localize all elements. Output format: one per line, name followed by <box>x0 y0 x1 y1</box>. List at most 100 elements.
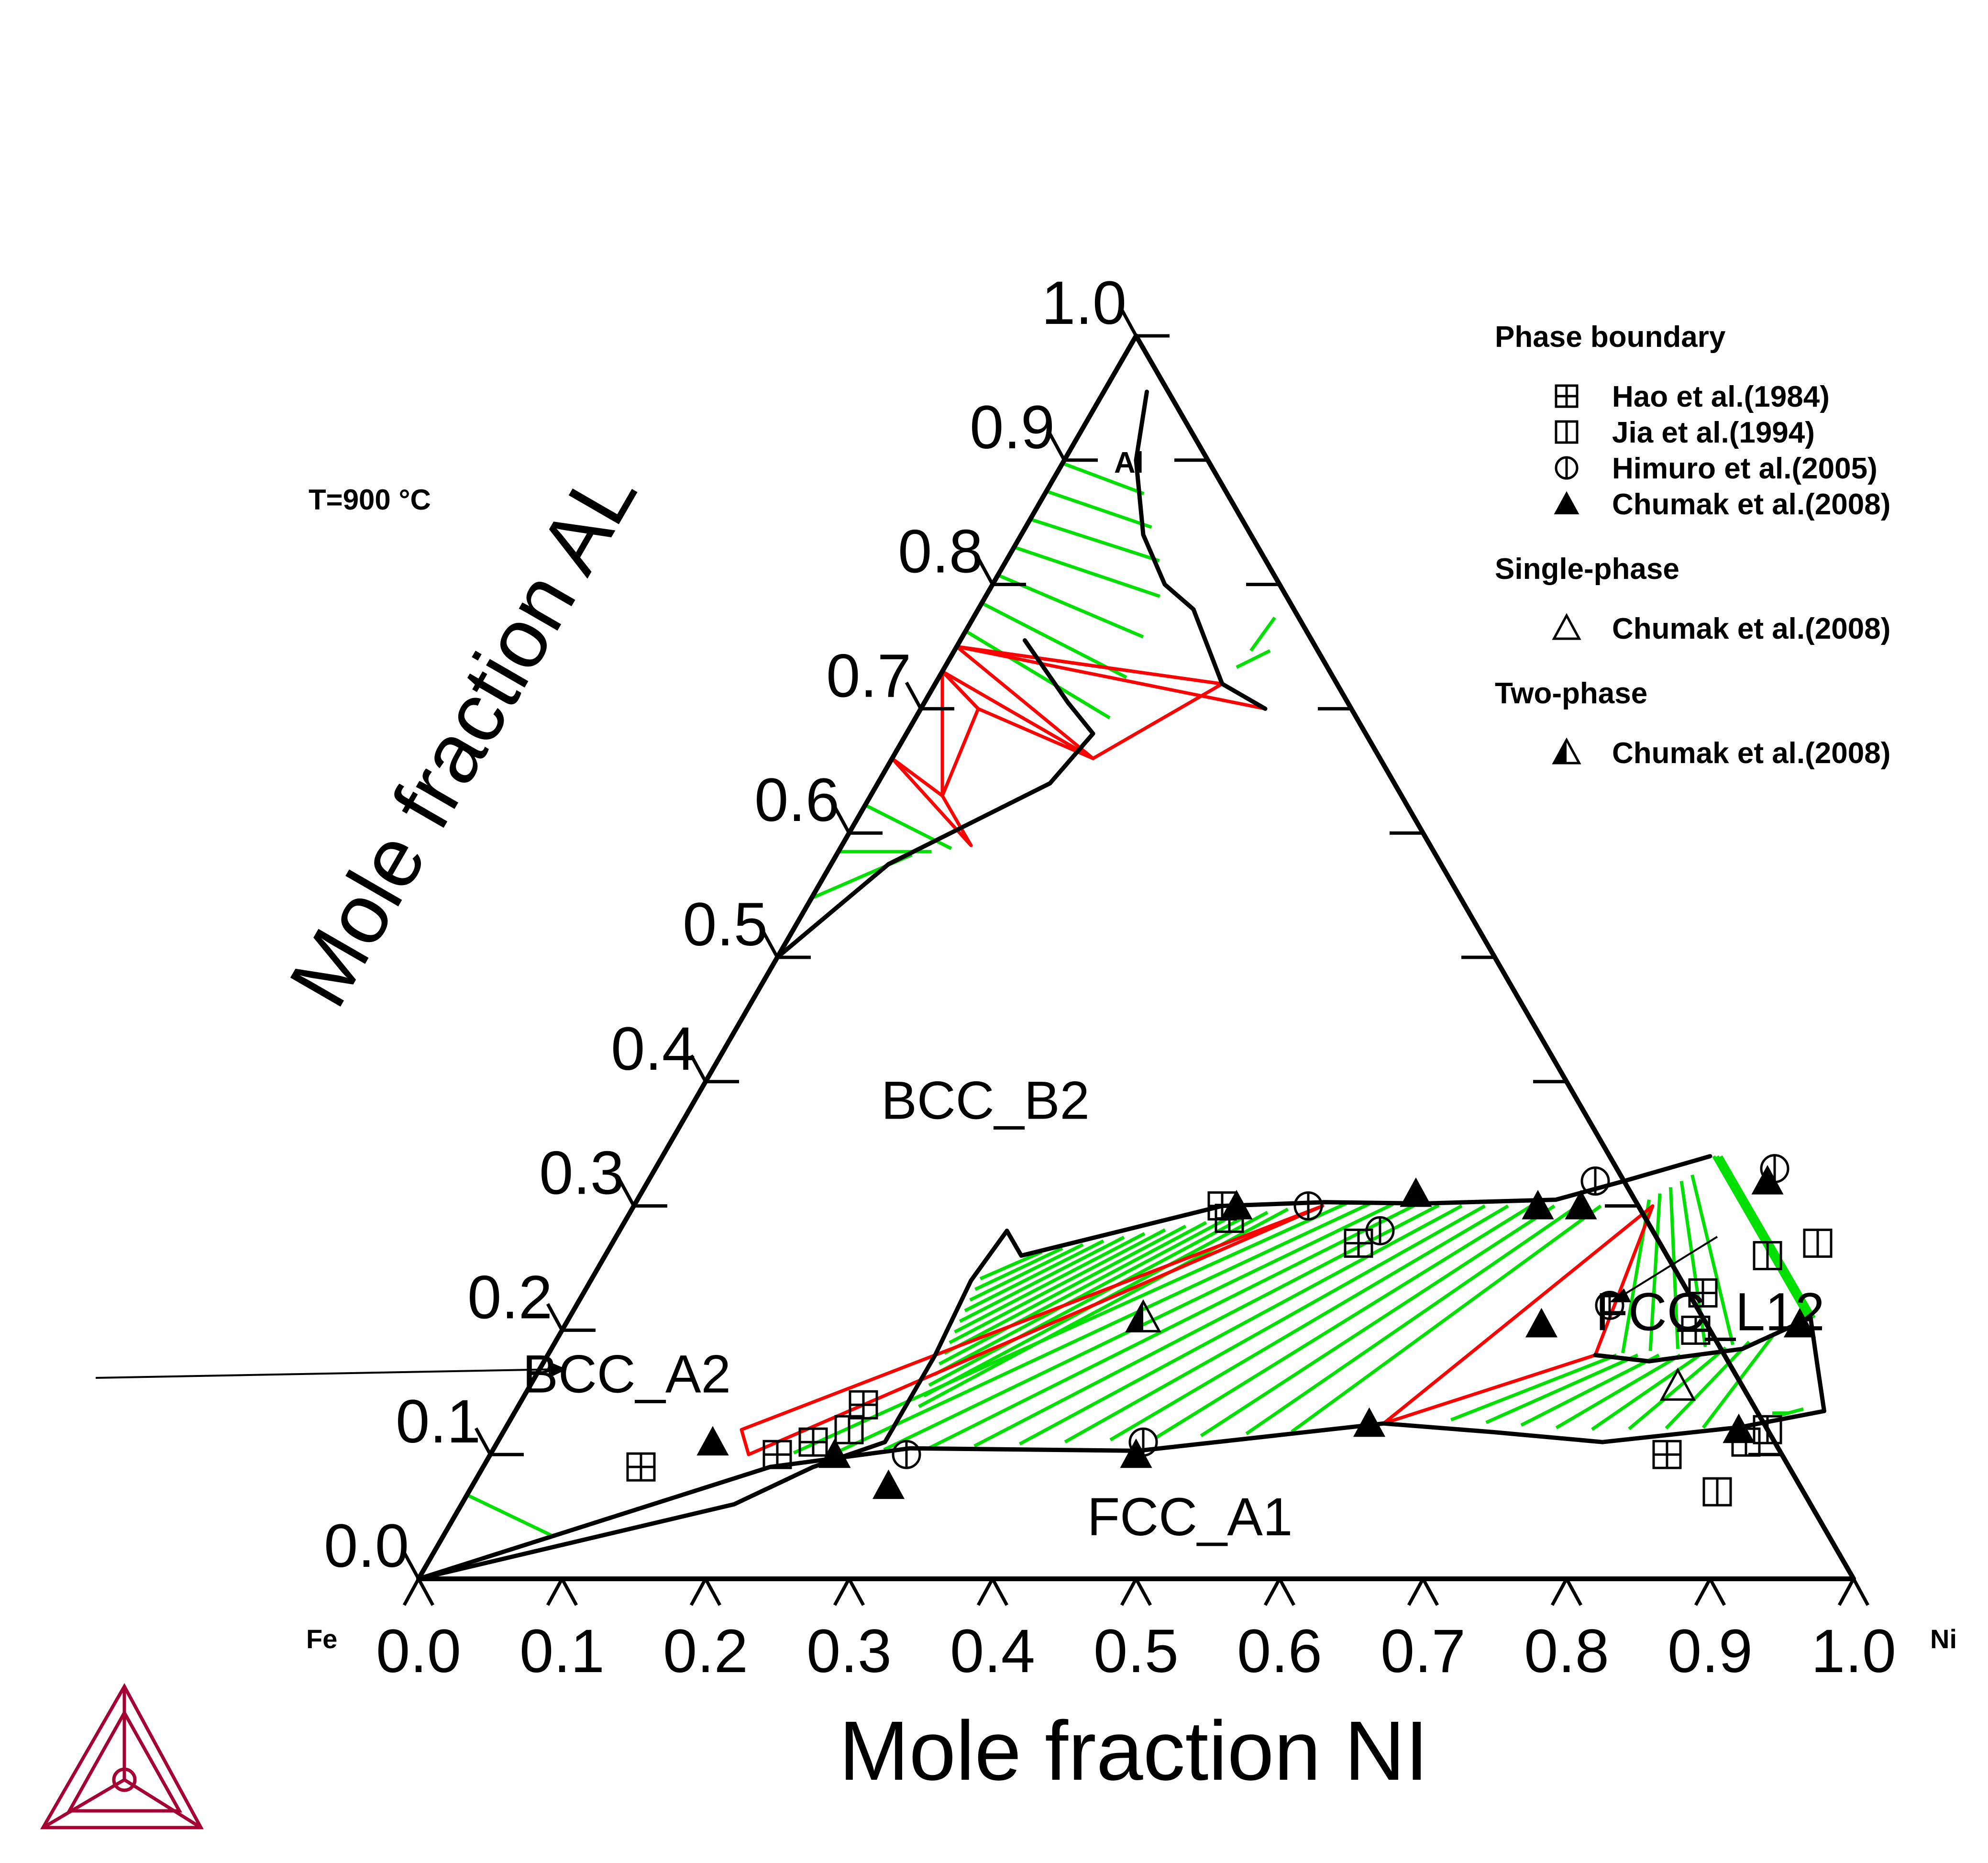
legend-item-label: Jia et al.(1994) <box>1612 416 1815 449</box>
tie-line <box>1046 489 1152 529</box>
tie-line <box>1064 1204 1486 1443</box>
tick-bottom <box>1565 1578 1583 1606</box>
tick-bottom <box>1694 1578 1712 1606</box>
tick-bottom <box>833 1578 851 1606</box>
marker-square-plus <box>849 1390 878 1419</box>
tie-line <box>1029 517 1160 563</box>
marker-circle-bar <box>1365 1216 1395 1246</box>
tick-label-y: 0.7 <box>826 642 911 710</box>
tie-line <box>1591 1352 1703 1431</box>
tie-line <box>933 1217 1228 1376</box>
tie-line <box>1249 616 1276 652</box>
marker-square-bar <box>1702 1477 1732 1507</box>
region-label: FCC_A1 <box>1087 1487 1292 1547</box>
marker-square-plus <box>1652 1440 1682 1469</box>
fcc-l12-arrowhead <box>1610 1288 1631 1302</box>
tick-label-y: 0.9 <box>970 393 1055 462</box>
marker-square-plus <box>1688 1278 1718 1308</box>
phase-boundary <box>416 1229 1009 1581</box>
tie-line <box>466 1493 552 1537</box>
tie-triangle <box>955 645 1224 760</box>
tick-right <box>1550 1054 1568 1083</box>
phase-boundary <box>1191 607 1268 711</box>
marker-triangle-open <box>1659 1367 1696 1401</box>
tie-line <box>1013 545 1160 598</box>
phase-boundary <box>1134 389 1196 612</box>
tie-line <box>1485 1353 1639 1424</box>
tick-bottom <box>1421 1578 1439 1606</box>
tie-triangle <box>1382 1204 1655 1425</box>
tick-left <box>402 1552 420 1580</box>
region-label: FCC_L12 <box>1595 1282 1824 1342</box>
marker-triangle-filled <box>872 1469 905 1499</box>
tie-line <box>938 1221 1207 1366</box>
tie-line <box>1712 1155 1809 1319</box>
tick-label-x: 0.0 <box>376 1617 461 1686</box>
marker-triangle-filled <box>1565 1190 1597 1220</box>
corner-label-fe: Fe <box>306 1624 337 1654</box>
tie-line <box>793 1201 1348 1455</box>
tick-label-y: 0.6 <box>754 766 839 834</box>
tie-line <box>928 1214 1248 1387</box>
y-axis-title: Mole fraction AL <box>272 452 655 1022</box>
tie-line <box>964 630 1111 720</box>
marker-circle-bar <box>1555 456 1579 480</box>
tie-line <box>949 1228 1166 1344</box>
marker-triangle-open <box>1552 613 1581 640</box>
temperature-label: T=900 °C <box>309 484 431 516</box>
marker-circle-bar <box>892 1440 921 1469</box>
marker-triangle-filled <box>1751 1165 1784 1195</box>
marker-triangle-filled <box>1220 1190 1253 1220</box>
tick-left <box>546 1303 564 1331</box>
tick-label-x: 0.5 <box>1093 1617 1179 1686</box>
tick-labels: 0.0 0.0 0.1 0.1 0.2 0.2 0.3 0.3 0.4 0.4 0.5 0.5 0.6 0… <box>324 269 1896 1686</box>
tie-line <box>1780 1407 1804 1417</box>
tie-line <box>1245 1204 1579 1435</box>
marker-square-plus <box>1344 1229 1373 1258</box>
tick-label-y: 0.5 <box>683 890 768 959</box>
tick-label-x: 0.9 <box>1668 1617 1753 1686</box>
tie-line <box>959 1235 1125 1323</box>
legend-item-label: Chumak et al.(2008) <box>1612 737 1890 770</box>
legend-item-label: Hao et al.(1984) <box>1612 380 1830 413</box>
tick-label-x: 1.0 <box>1811 1617 1896 1686</box>
phase-boundary <box>1005 1154 1712 1258</box>
marker-triangle-filled <box>1783 1308 1816 1338</box>
tie-line <box>1628 1346 1727 1431</box>
tick-left <box>905 681 923 710</box>
tie-line <box>973 1203 1440 1448</box>
tick-bottom <box>1550 1578 1568 1606</box>
tie-line <box>1719 1155 1816 1319</box>
marker-square-bar <box>1555 420 1579 444</box>
tie-line <box>1200 1204 1556 1438</box>
tie-lines <box>466 462 1816 1537</box>
marker-square-bar <box>834 1415 864 1444</box>
data-markers <box>626 1154 1833 1507</box>
tick-right <box>1192 433 1210 461</box>
tick-left <box>474 1427 492 1455</box>
tie-triangle <box>940 669 980 798</box>
marker-circle-bar <box>1293 1191 1323 1221</box>
marker-triangle-filled <box>1723 1413 1755 1443</box>
tick-bottom <box>847 1578 865 1606</box>
tie-line <box>1236 649 1271 669</box>
tick-label-y: 1.0 <box>1041 269 1127 337</box>
tick-bottom <box>1263 1578 1281 1606</box>
tick-left <box>833 806 851 834</box>
legend-item-label: Chumak et al.(2008) <box>1612 488 1890 521</box>
tie-line <box>1018 1204 1463 1446</box>
tie-line <box>974 1246 1063 1291</box>
tick-label-x: 0.1 <box>519 1617 605 1686</box>
legend-item-label: Himuro et al.(2005) <box>1612 452 1878 485</box>
tie-triangle <box>740 1204 1325 1456</box>
tick-left <box>689 1054 707 1083</box>
corner-label-ni: Ni <box>1930 1624 1957 1654</box>
tick-bottom <box>1837 1578 1855 1606</box>
tick-bottom <box>546 1578 564 1606</box>
legend-section-title: Phase boundary <box>1495 321 1726 354</box>
x-axis-title: Mole fraction NI <box>839 1704 1428 1798</box>
bcc-a2-arrowhead <box>548 1361 567 1378</box>
tick-bottom <box>1407 1578 1425 1606</box>
tie-line <box>1555 1353 1681 1430</box>
tie-line <box>979 1250 1043 1280</box>
